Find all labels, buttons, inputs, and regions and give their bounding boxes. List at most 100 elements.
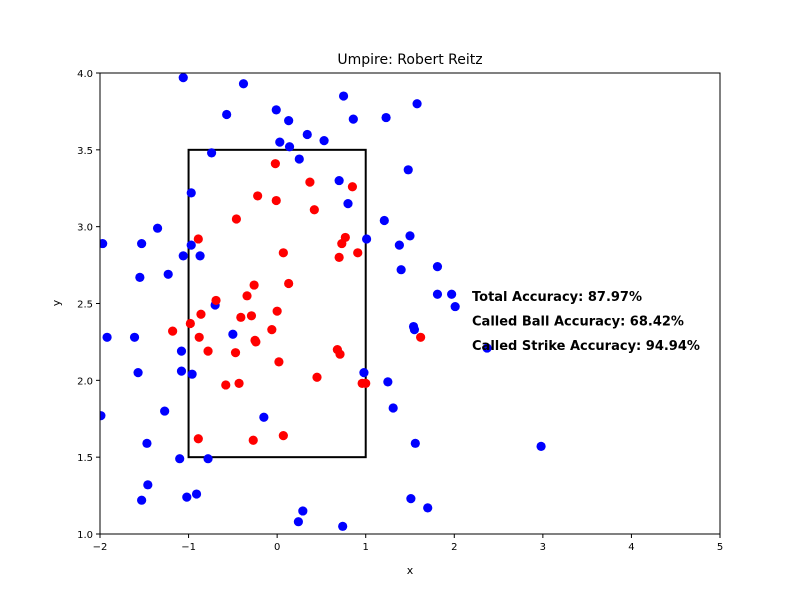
red-pitch-point [416, 332, 426, 342]
y-tick-label: 2.0 [77, 376, 93, 387]
red-pitch-point [305, 177, 315, 187]
red-pitch-point [340, 232, 350, 243]
blue-pitch-point [338, 91, 349, 101]
blue-pitch-point [137, 238, 147, 249]
red-pitch-point [335, 349, 345, 359]
red-pitch-point [193, 434, 203, 444]
red-pitch-point [196, 309, 206, 319]
blue-pitch-point [447, 289, 457, 299]
blue-pitch-point [163, 269, 173, 279]
blue-pitch-point [142, 438, 152, 448]
chart-title: Umpire: Robert Reitz [337, 52, 482, 68]
blue-pitch-point [302, 129, 312, 140]
blue-pitch-point [176, 346, 187, 356]
accuracy-annotation: Called Ball Accuracy: 68.42% [472, 314, 684, 329]
red-pitch-point [234, 378, 244, 389]
blue-pitch-point [293, 517, 303, 527]
y-tick-label: 4.0 [77, 69, 93, 80]
y-tick-label: 2.5 [77, 300, 93, 311]
blue-pitch-point [178, 251, 188, 261]
blue-pitch-point [178, 73, 188, 83]
blue-pitch-point [186, 188, 196, 198]
blue-pitch-point [383, 377, 393, 387]
red-pitch-point [353, 248, 363, 258]
x-axis-label: x [407, 564, 414, 577]
blue-pitch-point [298, 506, 308, 516]
red-pitch-point [271, 195, 281, 206]
blue-pitch-point [135, 272, 145, 282]
x-tick-label: 2 [451, 542, 457, 553]
x-tick-label: 1 [363, 542, 369, 553]
red-pitch-point [221, 380, 231, 390]
blue-pitch-point [259, 412, 269, 422]
blue-pitch-point [412, 99, 422, 109]
blue-pitch-point [394, 240, 404, 250]
x-tick-label: −2 [93, 542, 108, 553]
red-pitch-point [246, 311, 257, 321]
red-pitch-point [168, 326, 178, 336]
red-pitch-point [242, 291, 252, 301]
blue-pitch-point [275, 137, 285, 147]
blue-pitch-point [102, 332, 112, 342]
blue-pitch-point [182, 492, 192, 502]
x-tick-label: 5 [717, 542, 723, 553]
red-pitch-point [211, 295, 221, 306]
blue-pitch-point [294, 154, 304, 164]
blue-pitch-point [343, 199, 353, 209]
red-pitch-point [203, 346, 213, 356]
x-tick-label: 3 [540, 542, 546, 553]
blue-pitch-point [186, 240, 196, 250]
red-pitch-point [249, 280, 259, 290]
blue-pitch-point [203, 454, 213, 464]
blue-pitch-point [536, 441, 546, 452]
blue-pitch-point [338, 521, 348, 531]
red-pitch-point [231, 214, 241, 224]
blue-pitch-point [432, 289, 443, 299]
blue-pitch-point [175, 454, 185, 464]
annotations-layer: Total Accuracy: 87.97% Called Ball Accura… [472, 290, 700, 354]
red-pitch-point [230, 348, 241, 358]
blue-pitch-point [423, 503, 433, 513]
red-pitch-point [312, 372, 322, 382]
blue-pitch-point [152, 223, 163, 233]
blue-pitch-point [450, 301, 460, 312]
y-tick-label: 3.5 [77, 146, 93, 157]
blue-pitch-point [482, 343, 492, 353]
x-tick-label: 0 [274, 542, 280, 553]
blue-pitch-point [334, 175, 344, 186]
blue-pitch-point [359, 368, 369, 378]
red-pitch-point [270, 159, 280, 169]
y-tick-label: 3.0 [77, 223, 93, 234]
red-pitch-point [236, 312, 246, 322]
red-pitch-point [274, 357, 284, 367]
blue-pitch-point [129, 332, 140, 342]
red-pitch-point [309, 205, 319, 215]
red-pitch-point [347, 182, 358, 192]
blue-pitch-point [187, 369, 197, 379]
blue-pitch-point [348, 114, 358, 124]
red-pitch-point [185, 318, 195, 329]
blue-pitch-point [195, 251, 205, 261]
blue-pitch-point [133, 368, 143, 378]
blue-pitch-point [284, 116, 294, 126]
red-pitch-point [248, 435, 258, 445]
blue-pitch-point [143, 480, 153, 490]
blue-pitch-point [100, 238, 108, 249]
blue-pitch-point [228, 329, 238, 339]
blue-pitch-point [410, 438, 420, 448]
accuracy-annotation: Called Strike Accuracy: 94.94% [472, 339, 700, 354]
blue-pitch-point [409, 325, 420, 335]
blue-pitch-point [432, 262, 443, 272]
strike-zone-box [187, 148, 367, 459]
blue-pitch-point [362, 234, 372, 244]
blue-pitch-point [238, 79, 249, 89]
y-tick-label: 1.0 [77, 530, 93, 541]
x-tick-label: −1 [181, 542, 196, 553]
red-pitch-point [284, 278, 294, 289]
blue-pitch-point [284, 142, 295, 152]
blue-pitch-point [271, 105, 281, 115]
blue-pitch-point [319, 136, 329, 146]
red-pitch-point [267, 325, 277, 335]
